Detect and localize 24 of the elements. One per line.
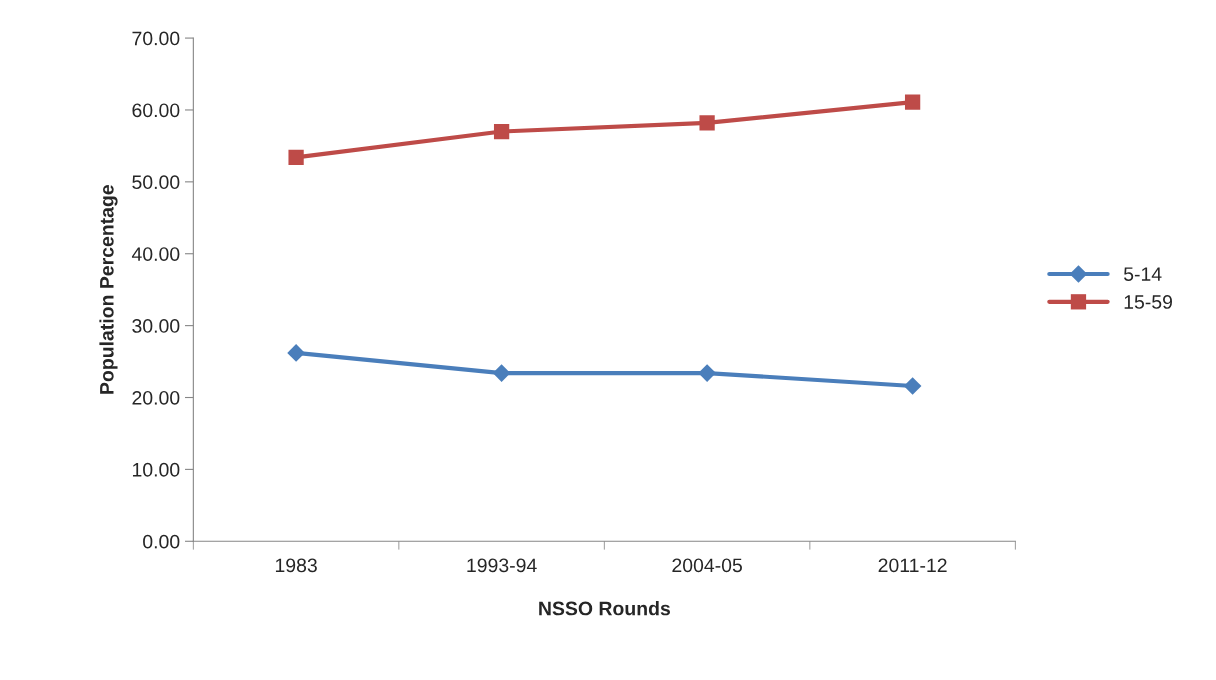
- y-tick-label: 20.00: [132, 390, 180, 405]
- legend-label: 15-59: [1124, 295, 1172, 309]
- y-tick-label: 10.00: [132, 462, 180, 477]
- point: [698, 364, 716, 382]
- point: [903, 377, 922, 395]
- y-tick-label: 70.00: [132, 31, 180, 46]
- x-tick-label: 2011-12: [878, 558, 947, 573]
- x-tick-label: 2004-05: [672, 558, 742, 573]
- legend-label: 5-14: [1123, 267, 1162, 281]
- y-axis-title: Population Percentage: [99, 184, 118, 394]
- point: [287, 344, 305, 362]
- point: [699, 115, 715, 131]
- y-tick-label: 50.00: [132, 175, 180, 190]
- point: [493, 123, 510, 140]
- y-tick-label: 0.00: [143, 534, 180, 549]
- x-axis-title: NSSO Rounds: [539, 601, 670, 616]
- y-tick-label: 30.00: [132, 319, 180, 333]
- y-tick-label: 60.00: [132, 103, 180, 118]
- point: [288, 149, 304, 166]
- y-tick-label: 40.00: [131, 247, 180, 261]
- point: [904, 94, 921, 110]
- x-tick-label: 1983: [275, 558, 317, 573]
- x-tick-label: 1993-94: [467, 558, 537, 573]
- point: [492, 364, 511, 382]
